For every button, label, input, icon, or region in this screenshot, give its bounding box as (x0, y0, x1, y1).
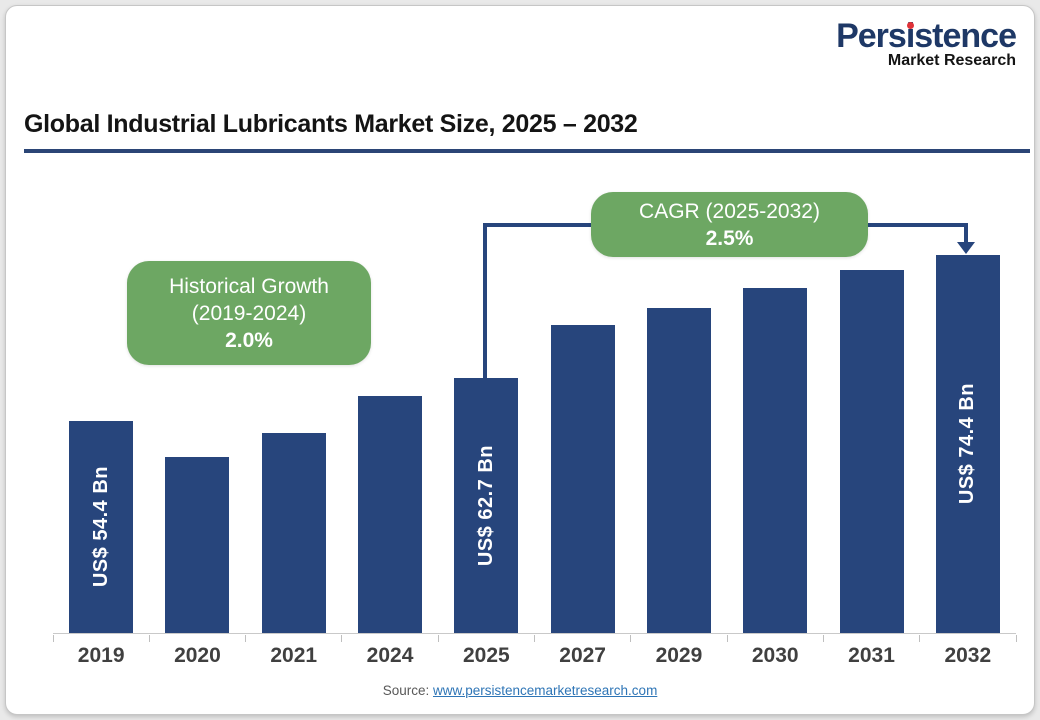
historical-growth-label: Historical Growth (169, 274, 329, 298)
axis-tick (52, 635, 54, 642)
brand-name-text: Persistence (836, 17, 1017, 55)
brand-red-dot-icon (907, 22, 915, 29)
historical-growth-callout: Historical Growth (2019-2024) 2.0% (127, 261, 371, 365)
cagr-callout: CAGR (2025-2032) 2.5% (591, 192, 868, 257)
historical-growth-value: 2.0% (225, 328, 273, 352)
bar-slot-2027 (534, 164, 630, 633)
cagr-connector-start-2025 (483, 223, 487, 380)
brand-logo: Persistence Market Research (836, 17, 1017, 69)
bar-2019: US$ 54.4 Bn (69, 421, 134, 633)
bar-value-label-2025: US$ 62.7 Bn (474, 444, 497, 567)
x-axis-labels: 2019 2020 2021 2024 2025 2027 2029 2030 2031 2032 (53, 644, 1016, 668)
axis-tick (341, 635, 343, 642)
bar-2021 (261, 433, 326, 633)
brand-tagline: Market Research (887, 52, 1016, 69)
bar-slot-2030 (727, 164, 823, 633)
source-link[interactable]: www.persistencemarketresearch.com (432, 683, 658, 698)
axis-tick (822, 635, 824, 642)
x-axis-label-2032: 2032 (944, 644, 992, 667)
page-title: Global Industrial Lubricants Market Size… (24, 110, 638, 138)
bar-slot-2020 (149, 164, 245, 633)
axis-tick (437, 635, 439, 642)
brand-name: Persistence (836, 17, 1017, 55)
x-axis-label-2019: 2019 (77, 644, 125, 667)
cagr-label: CAGR (2025-2032) (639, 199, 820, 223)
bar-2024 (358, 396, 423, 633)
bar-slot-2019: US$ 54.4 Bn (53, 164, 149, 633)
bar-2032: US$ 74.4 Bn (935, 255, 1000, 633)
x-axis-label-2021: 2021 (270, 644, 318, 667)
bar-2030 (743, 288, 808, 633)
bar-2029 (646, 308, 711, 633)
axis-tick (919, 635, 921, 642)
bar-2031 (839, 270, 904, 633)
bar-slot-2021 (246, 164, 342, 633)
bar-2020 (165, 457, 230, 633)
historical-growth-period: (2019-2024) (191, 301, 307, 325)
title-underline (24, 149, 1030, 153)
bar-value-label-2019: US$ 54.4 Bn (89, 466, 112, 588)
bar-slot-2025: US$ 62.7 Bn (438, 164, 534, 633)
bar-slot-2032: US$ 74.4 Bn (920, 164, 1016, 633)
x-axis-label-2030: 2030 (751, 644, 799, 667)
axis-tick (148, 635, 150, 642)
axis-tick (245, 635, 247, 642)
cagr-value: 2.5% (705, 226, 754, 250)
x-axis-label-2029: 2029 (655, 644, 703, 667)
x-axis-label-2031: 2031 (848, 644, 895, 667)
bar-slot-2031 (823, 164, 919, 633)
bar-chart-plot-area: US$ 54.4 Bn US$ 62.7 Bn US$ 74.4 Bn (53, 164, 1016, 634)
axis-tick (1015, 635, 1017, 642)
x-axis-label-2020: 2020 (174, 644, 221, 667)
bar-2025: US$ 62.7 Bn (454, 378, 519, 633)
bar-slot-2024 (342, 164, 438, 633)
axis-tick (630, 635, 632, 642)
bar-slot-2029 (631, 164, 727, 633)
x-axis-ticks (52, 635, 1017, 643)
x-axis-label-2027: 2027 (559, 644, 606, 667)
source-label: Source: (382, 683, 430, 698)
axis-tick (534, 635, 535, 642)
bar-2027 (550, 325, 615, 633)
axis-tick (726, 635, 728, 642)
bar-value-label-2032: US$ 74.4 Bn (956, 383, 979, 505)
page-card: Persistence Market Research Global Indus… (5, 5, 1035, 715)
cagr-arrow-down-icon (957, 242, 975, 254)
cagr-connector-end-2032 (964, 223, 968, 244)
source-line: Source: www.persistencemarketresearch.co… (6, 683, 1034, 698)
x-axis-label-2025: 2025 (462, 644, 510, 667)
x-axis-label-2024: 2024 (366, 644, 414, 667)
